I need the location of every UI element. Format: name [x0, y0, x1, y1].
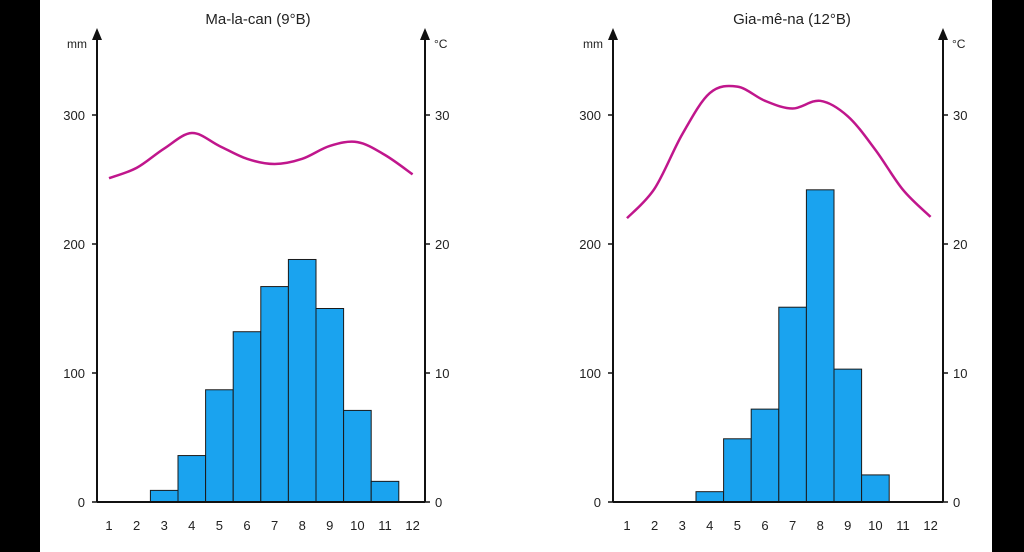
right-tick-label: 20 [435, 237, 449, 252]
right-tick-label: 30 [435, 108, 449, 123]
left-tick-label: 100 [579, 366, 601, 381]
precipitation-bar [287, 258, 317, 503]
precipitation-bar [177, 455, 207, 503]
month-label: 4 [188, 518, 195, 533]
right-axis-arrow-icon [938, 28, 948, 40]
month-label: 6 [243, 518, 250, 533]
precipitation-bar [205, 389, 234, 503]
right-tick-label: 0 [953, 495, 960, 510]
month-label: 8 [817, 518, 824, 533]
left-tick-label: 200 [579, 237, 601, 252]
precipitation-bar [695, 491, 725, 503]
month-label: 11 [378, 518, 392, 533]
month-label: 12 [923, 518, 937, 533]
right-tick-label: 0 [435, 495, 442, 510]
month-label: 10 [868, 518, 882, 533]
month-label: 6 [761, 518, 768, 533]
month-label: 9 [326, 518, 333, 533]
month-label: 9 [844, 518, 851, 533]
precipitation-bar [232, 331, 262, 503]
right-tick-label: 30 [953, 108, 967, 123]
left-tick-label: 200 [63, 237, 85, 252]
temperature-line [626, 84, 932, 220]
month-label: 5 [734, 518, 741, 533]
left-tick-label: 100 [63, 366, 85, 381]
month-label: 5 [216, 518, 223, 533]
precipitation-bar [370, 480, 400, 503]
chart-title: Ma-la-can (9°B) [205, 11, 310, 28]
precipitation-bar [723, 438, 752, 503]
month-label: 1 [623, 518, 630, 533]
precipitation-bar [750, 408, 780, 503]
left-axis-unit: mm [583, 37, 603, 51]
left-tick-label: 300 [579, 108, 601, 123]
month-label: 11 [896, 518, 910, 533]
chart-title: Gia-mê-na (12°B) [733, 11, 851, 28]
month-label: 12 [405, 518, 419, 533]
right-axis-unit: °C [952, 37, 966, 51]
left-axis-arrow-icon [608, 28, 618, 40]
left-tick-label: 0 [594, 495, 601, 510]
right-tick-label: 10 [435, 366, 449, 381]
precipitation-bar [833, 368, 863, 503]
month-label: 8 [299, 518, 306, 533]
month-label: 4 [706, 518, 713, 533]
left-tick-label: 300 [63, 108, 85, 123]
precipitation-bar [861, 474, 890, 503]
month-label: 7 [789, 518, 796, 533]
precipitation-bar [778, 306, 807, 503]
left-axis-unit: mm [67, 37, 87, 51]
right-axis-unit: °C [434, 37, 448, 51]
month-label: 1 [105, 518, 112, 533]
right-tick-label: 20 [953, 237, 967, 252]
month-label: 2 [651, 518, 658, 533]
month-label: 3 [679, 518, 686, 533]
month-label: 10 [350, 518, 364, 533]
left-tick-label: 0 [78, 495, 85, 510]
precipitation-bar [149, 489, 179, 503]
right-axis-arrow-icon [420, 28, 430, 40]
precipitation-bar [315, 308, 345, 503]
precipitation-bar [805, 189, 835, 503]
precipitation-bar [260, 286, 289, 503]
month-label: 2 [133, 518, 140, 533]
month-label: 3 [161, 518, 168, 533]
precipitation-bar [343, 409, 372, 503]
temperature-line [108, 131, 414, 180]
right-tick-label: 10 [953, 366, 967, 381]
left-axis-arrow-icon [92, 28, 102, 40]
month-label: 7 [271, 518, 278, 533]
